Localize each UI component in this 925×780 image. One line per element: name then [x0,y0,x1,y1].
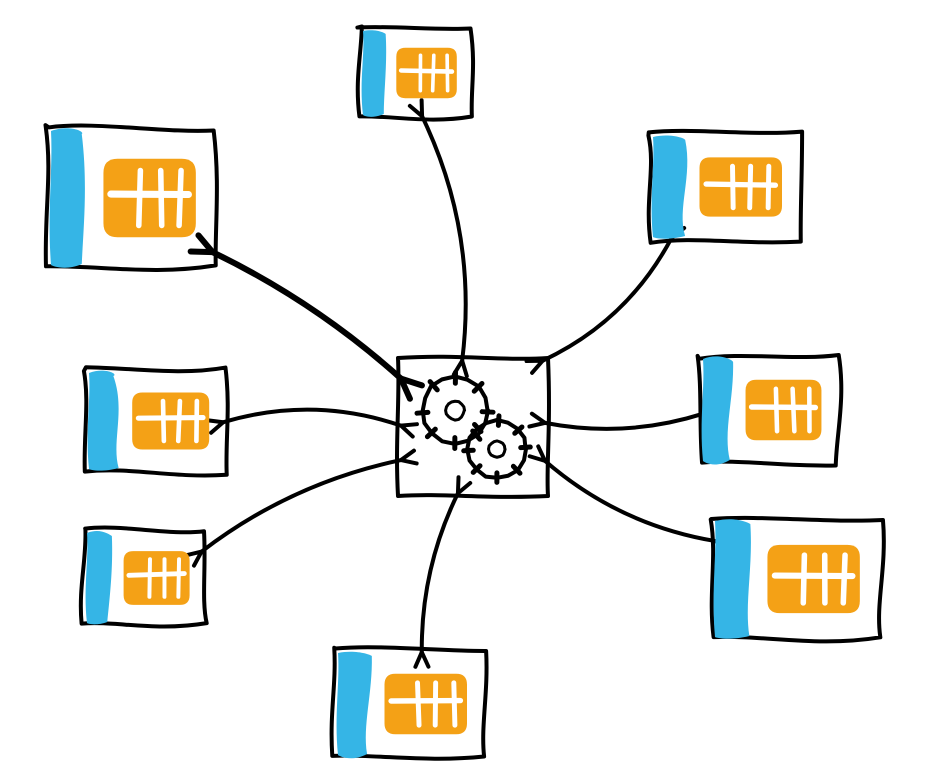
edge [410,100,467,376]
edge [527,222,685,373]
hub-node [397,357,549,497]
spreadsheet-node-right [698,355,842,466]
spreadsheet-node-left [84,367,228,475]
edge [415,477,470,667]
spreadsheet-node-bottom [332,647,487,758]
edge [529,403,718,429]
spreadsheet-node-upper-left [46,125,217,270]
edge [186,451,417,566]
spreadsheet-node-top [357,26,473,119]
diagram-canvas [0,0,925,780]
spreadsheet-node-lower-left [81,528,207,627]
edge [207,410,417,437]
spreadsheet-node-upper-right [648,131,802,243]
spreadsheet-node-lower-right [711,518,884,641]
